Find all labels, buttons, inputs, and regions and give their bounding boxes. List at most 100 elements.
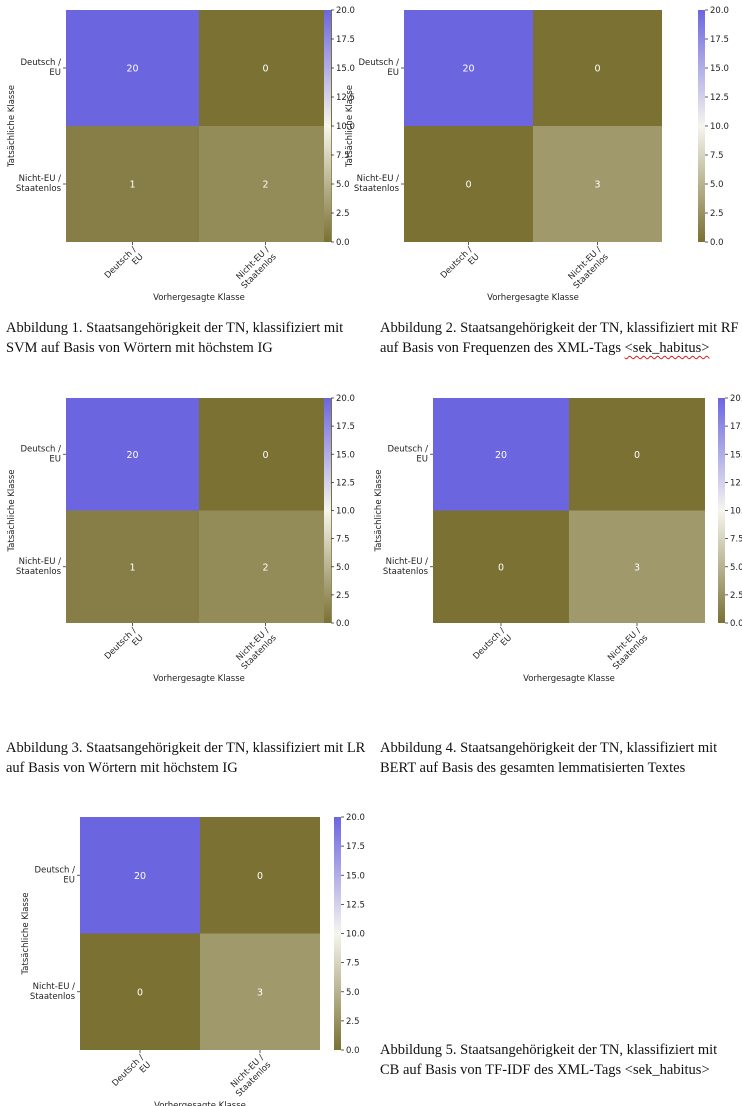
colorbar-tick-label: 2.5 [346,1017,360,1027]
xml-tag-spellcheck: <sek_habitus> [624,340,710,356]
y-axis-label: Tatsächliche Klasse [7,85,17,168]
x-tick-label-group: Nicht-EU /Staatenlos [235,626,279,672]
colorbar-tick-label: 15.0 [730,450,742,460]
y-tick-label: Staatenlos [383,567,429,577]
colorbar-tick-label: 7.5 [336,151,350,161]
y-tick-label: Deutsch / [34,865,75,875]
colorbar-tick-label: 0.0 [710,238,724,248]
x-tick-label-group: Nicht-EU /Staatenlos [229,1053,273,1099]
confusion-matrix-4-svg: 20 0 0 3 Deutsch /EU Nicht-EU /Staatenlos Deut… [374,394,742,684]
figure-caption-2-text: Abbildung 2. Staatsangehörigkeit der TN,… [380,320,739,356]
y-tick-label: EU [63,875,75,885]
y-tick-label: Nicht-EU / [33,982,75,992]
colorbar-tick-label: 0.0 [336,238,350,248]
cell-value-label: 1 [129,562,135,573]
x-tick-label-group: Nicht-EU /Staatenlos [567,245,611,291]
y-tick-label: Staatenlos [16,567,62,577]
heatmap-cell [533,126,662,242]
figure-caption-5: Abbildung 5. Staatsangehörigkeit der TN,… [380,1040,720,1080]
heatmap-cell [66,398,199,511]
y-tick-label: EU [416,454,428,464]
figure-caption-3: Abbildung 3. Staatsangehörigkeit der TN,… [6,738,366,778]
cell-value-label: 0 [262,64,268,75]
colorbar-tick-label: 5.0 [336,180,350,190]
cell-value-label: 1 [129,180,135,191]
confusion-matrix-3: 20 0 1 2 Deutsch / EU Nicht-EU / Staatenlos Deut… [0,390,370,695]
colorbar-tick-label: 7.5 [710,151,724,161]
cell-value-label: 0 [465,180,471,191]
colorbar-tick-label: 7.5 [346,959,360,969]
cell-value-label: 0 [594,64,600,75]
colorbar-tick-label: 2.5 [336,209,350,219]
cell-value-label: 0 [137,987,143,998]
heatmap-cell [80,933,200,1050]
cell-value-label: 0 [634,450,640,461]
y-tick-label: Deutsch / [387,444,428,454]
heatmap-cell [66,510,199,623]
colorbar-tick-label: 12.5 [346,900,365,910]
heatmap-cell [404,10,533,126]
figure-caption-3-text: Abbildung 3. Staatsangehörigkeit der TN,… [6,740,366,776]
cell-value-label: 3 [594,180,600,191]
colorbar-tick-label: 15.0 [710,64,729,74]
colorbar [698,10,705,242]
x-axis-label: Vorhergesagte Klasse [523,674,615,684]
colorbar-tick-label: 5.0 [346,988,360,998]
confusion-matrix-1: 20 0 1 2 Deutsch / EU Nicht-EU / Staatenlos Deut… [0,0,370,305]
colorbar-tick-label: 17.5 [336,422,355,432]
heatmap-cell [80,817,200,934]
colorbar-tick-label: 12.5 [336,93,355,103]
heatmap-cell [569,510,705,623]
colorbar-tick-label: 12.5 [710,93,729,103]
cell-value-label: 0 [262,450,268,461]
colorbar-tick-label: 2.5 [730,591,742,601]
figure-caption-5-text: Abbildung 5. Staatsangehörigkeit der TN,… [380,1042,718,1078]
confusion-matrix-2: 20 0 0 3 Deutsch / EU Nicht-EU / Staatenlos Deut… [345,0,742,305]
x-tick-label-group: Deutsch /EU [471,626,514,662]
colorbar-tick-label: 0.0 [730,619,742,629]
heatmap-cell [66,10,199,126]
y-tick-label: Staatenlos [30,992,76,1002]
cell-value-label: 20 [462,64,474,75]
confusion-matrix-5: 20 0 0 3 Deutsch / EU Nicht-EU / Staatenlos Deut… [0,805,380,1106]
cell-value-label: 3 [257,987,263,998]
colorbar [324,398,331,623]
colorbar-tick-label: 0.0 [346,1046,360,1056]
colorbar-tick-label: 5.0 [336,563,350,573]
cell-value-label: 0 [498,562,504,573]
colorbar-tick-label: 17.5 [346,842,365,852]
x-axis-label: Vorhergesagte Klasse [487,293,579,303]
x-tick-label-group: Deutsch /EU [110,1053,153,1089]
cell-value-label: 2 [262,562,268,573]
heatmap-cell [199,398,332,511]
heatmap-cell [199,510,332,623]
cell-value-label: 0 [257,871,263,882]
y-tick-label: Deutsch / [20,444,61,454]
colorbar [718,398,725,623]
figure-caption-4-text: Abbildung 4. Staatsangehörigkeit der TN,… [380,740,718,776]
y-tick-label: Nicht-EU / [386,557,428,567]
y-tick-label: Nicht-EU / [357,174,399,184]
colorbar-tick-label: 2.5 [710,209,724,219]
y-axis-label: Tatsächliche Klasse [374,470,384,553]
cell-value-label: 20 [126,64,138,75]
y-tick-label: Nicht-EU / [19,557,61,567]
y-tick-label: EU [387,68,399,78]
colorbar-tick-label: 20.0 [710,6,729,16]
figure-caption-2: Abbildung 2. Staatsangehörigkeit der TN,… [380,318,742,358]
cell-value-label: 3 [634,562,640,573]
cell-value-label: 20 [134,871,146,882]
x-tick-label-group: Deutsch /EU [103,245,146,281]
y-tick-label: EU [49,68,61,78]
heatmap-cell [569,398,705,511]
confusion-matrix-3-svg: 20 0 1 2 Deutsch /EU Nicht-EU /Staatenlos Deut… [7,394,355,684]
figure-caption-4: Abbildung 4. Staatsangehörigkeit der TN,… [380,738,742,778]
colorbar-tick-label: 20.0 [730,394,742,404]
colorbar [324,10,331,242]
x-tick-label-group: Deutsch /EU [439,245,482,281]
y-tick-label: Nicht-EU / [19,174,61,184]
confusion-matrix-1-svg: 20 0 1 2 Deutsch /EU Nicht-EU /Staatenlos Deut… [7,6,355,303]
heatmap-cell [66,126,199,242]
heatmap-cell [433,510,569,623]
y-tick-label: EU [49,454,61,464]
